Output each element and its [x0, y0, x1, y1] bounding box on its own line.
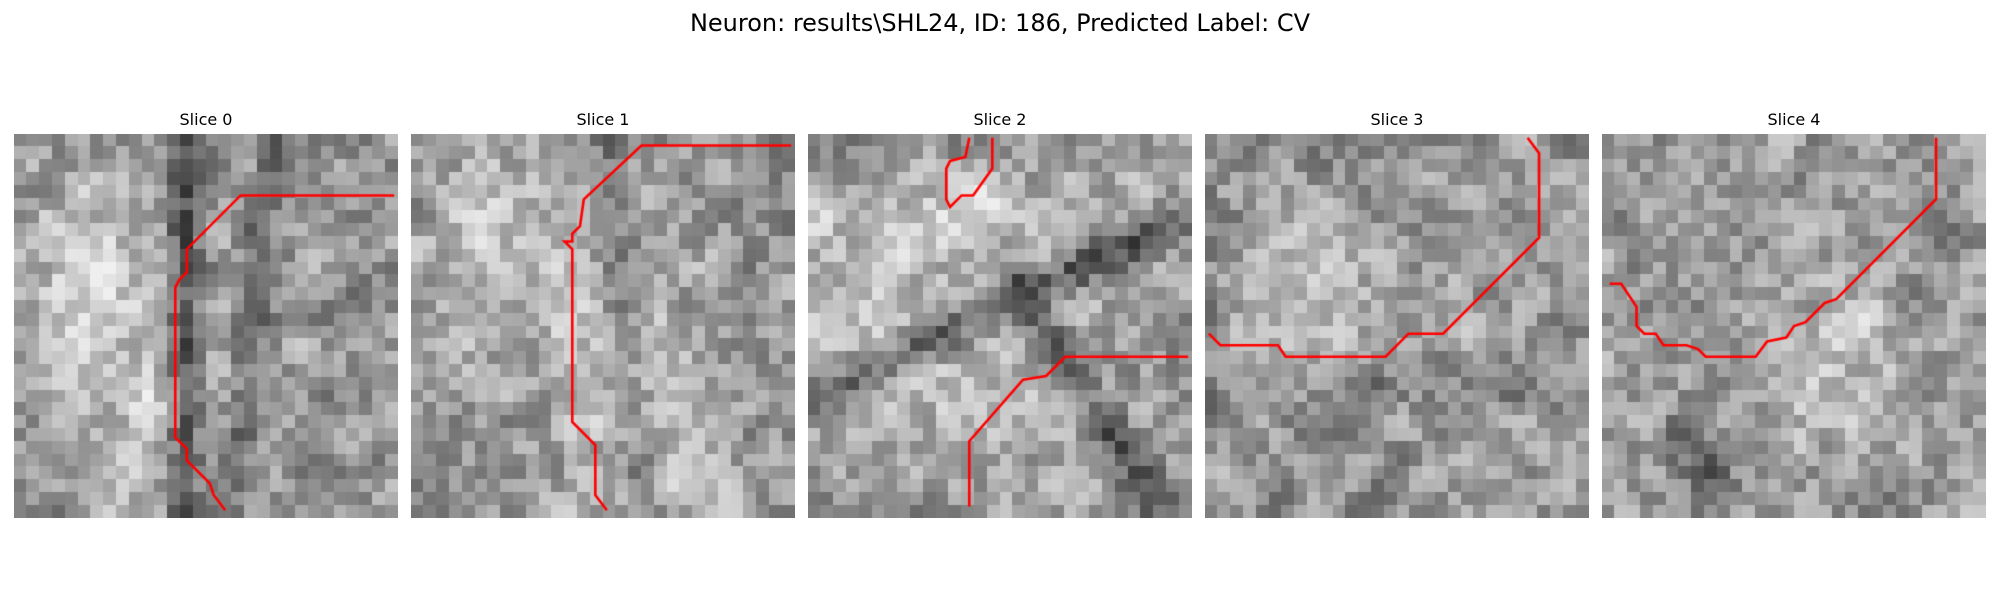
slice-title-4: Slice 4 — [1767, 110, 1821, 129]
slice-image-2 — [808, 134, 1192, 518]
slice-panel-1: Slice 1 — [411, 108, 795, 518]
slice-panel-3: Slice 3 — [1205, 108, 1589, 518]
slice-image-0 — [14, 134, 398, 518]
slice-title-3: Slice 3 — [1370, 110, 1424, 129]
slice-image-1 — [411, 134, 795, 518]
slice-panel-0: Slice 0 — [14, 108, 398, 518]
figure-title: Neuron: results\SHL24, ID: 186, Predicte… — [689, 9, 1311, 37]
slice-panel-2: Slice 2 — [808, 108, 1192, 518]
slice-title-0: Slice 0 — [179, 110, 233, 129]
slice-title-2: Slice 2 — [973, 110, 1027, 129]
slice-image-4 — [1602, 134, 1986, 518]
slice-title-1: Slice 1 — [576, 110, 630, 129]
slice-image-3 — [1205, 134, 1589, 518]
slice-panel-4: Slice 4 — [1602, 108, 1986, 518]
